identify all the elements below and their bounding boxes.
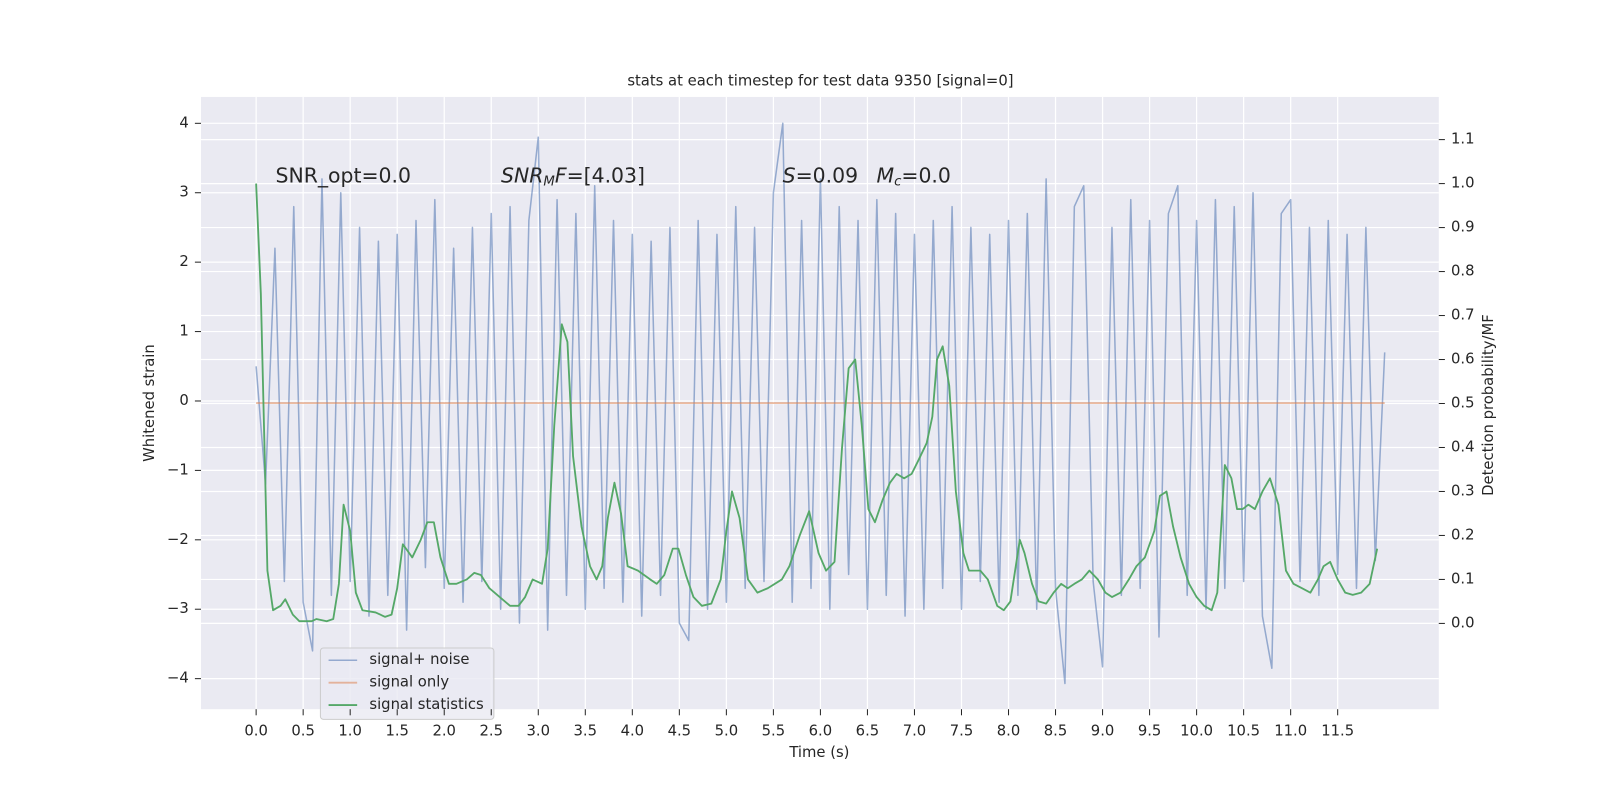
y-tick-label: 2	[179, 253, 188, 270]
x-tick-label: 3.5	[574, 723, 598, 740]
x-tick-label: 10.5	[1227, 723, 1260, 740]
annotation-text: =[4.03]	[567, 164, 645, 188]
annotation-text: SNR_opt=0.0	[276, 164, 412, 189]
y2-tick-label: 0.2	[1451, 526, 1475, 543]
x-axis-label: Time (s)	[788, 744, 849, 761]
annotation-text: F	[555, 164, 567, 188]
x-tick-label: 1.5	[385, 723, 409, 740]
annotation: SNR_opt=0.0	[276, 164, 412, 189]
x-tick-label: 6.5	[856, 723, 880, 740]
y-tick-label: −3	[167, 600, 189, 617]
series-line	[255, 122, 1386, 685]
annotation-text: SNR	[501, 164, 543, 188]
y2-tick-label: 1.1	[1451, 131, 1475, 148]
x-tick-label: 11.0	[1274, 723, 1307, 740]
x-tick-label: 10.0	[1180, 723, 1213, 740]
x-tick-label: 5.5	[762, 723, 786, 740]
annotation-text: =0.0	[901, 164, 951, 188]
y-tick-label: 3	[179, 184, 188, 201]
x-tick-label: 8.0	[997, 723, 1021, 740]
y-tick-label: −1	[167, 461, 189, 478]
x-tick-label: 11.5	[1321, 723, 1354, 740]
y2-tick-label: 0.1	[1451, 570, 1475, 587]
annotation-subscript: M	[543, 175, 555, 190]
y2-tick-label: 0.4	[1451, 438, 1475, 455]
y-axis-label: Whitened strain	[141, 344, 158, 462]
x-tick-label: 9.0	[1091, 723, 1115, 740]
annotation-subscript: c	[894, 175, 902, 190]
y2-tick-label: 0.0	[1451, 614, 1475, 631]
x-tick-label: 2.0	[432, 723, 456, 740]
legend-label: signal only	[369, 674, 449, 691]
legend-label: signal statistics	[369, 696, 483, 713]
y2-tick-label: 0.9	[1451, 219, 1475, 236]
y2-tick-label: 0.5	[1451, 395, 1475, 412]
y2-tick-label: 0.3	[1451, 482, 1475, 499]
x-tick-label: 8.5	[1044, 723, 1068, 740]
x-tick-label: 0.5	[291, 723, 315, 740]
y2-tick-label: 0.6	[1451, 351, 1475, 368]
y2-axis-label: Detection probability/MF	[1480, 314, 1497, 496]
x-tick-label: 5.0	[715, 723, 739, 740]
legend-label: signal+ noise	[369, 651, 469, 668]
x-tick-label: 9.5	[1138, 723, 1162, 740]
annotation-text: S	[783, 164, 796, 188]
y-tick-label: −2	[167, 531, 189, 548]
y2-tick-label: 0.7	[1451, 307, 1475, 324]
y2-tick-label: 1.0	[1451, 175, 1475, 192]
x-tick-label: 7.0	[903, 723, 927, 740]
y-tick-label: 1	[179, 323, 188, 340]
x-tick-label: 1.0	[338, 723, 362, 740]
y-tick-label: 0	[179, 392, 188, 409]
data-layer	[255, 122, 1386, 685]
series-line	[255, 183, 1379, 623]
x-tick-label: 4.5	[668, 723, 692, 740]
x-tick-label: 0.0	[244, 723, 268, 740]
y2-tick-label: 0.8	[1451, 263, 1475, 280]
x-tick-label: 6.0	[809, 723, 833, 740]
annotation-text: M	[876, 164, 894, 188]
chart-title: stats at each timestep for test data 935…	[627, 73, 1013, 90]
y-tick-label: 4	[179, 114, 188, 131]
x-tick-label: 7.5	[950, 723, 974, 740]
annotation: SNRMF=[4.03]	[501, 164, 645, 190]
y-tick-label: −4	[167, 670, 189, 687]
legend-box	[319, 647, 495, 720]
legend: signal+ noise signal only signal statistic…	[319, 647, 495, 720]
annotation: S=0.09 Mc=0.0	[783, 164, 951, 190]
x-tick-label: 4.0	[621, 723, 645, 740]
annotation-text: =0.09	[796, 164, 859, 188]
x-tick-label: 3.0	[527, 723, 551, 740]
x-tick-label: 2.5	[479, 723, 503, 740]
